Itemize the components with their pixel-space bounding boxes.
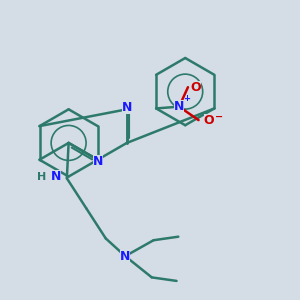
Text: O: O: [204, 114, 214, 127]
Text: N: N: [174, 100, 184, 113]
Text: N: N: [120, 250, 130, 263]
Text: H: H: [38, 172, 47, 182]
Text: −: −: [215, 112, 223, 122]
Text: +: +: [183, 94, 190, 103]
Text: N: N: [122, 101, 132, 114]
Text: N: N: [51, 170, 62, 183]
Text: O: O: [190, 81, 201, 94]
Text: N: N: [92, 155, 103, 168]
